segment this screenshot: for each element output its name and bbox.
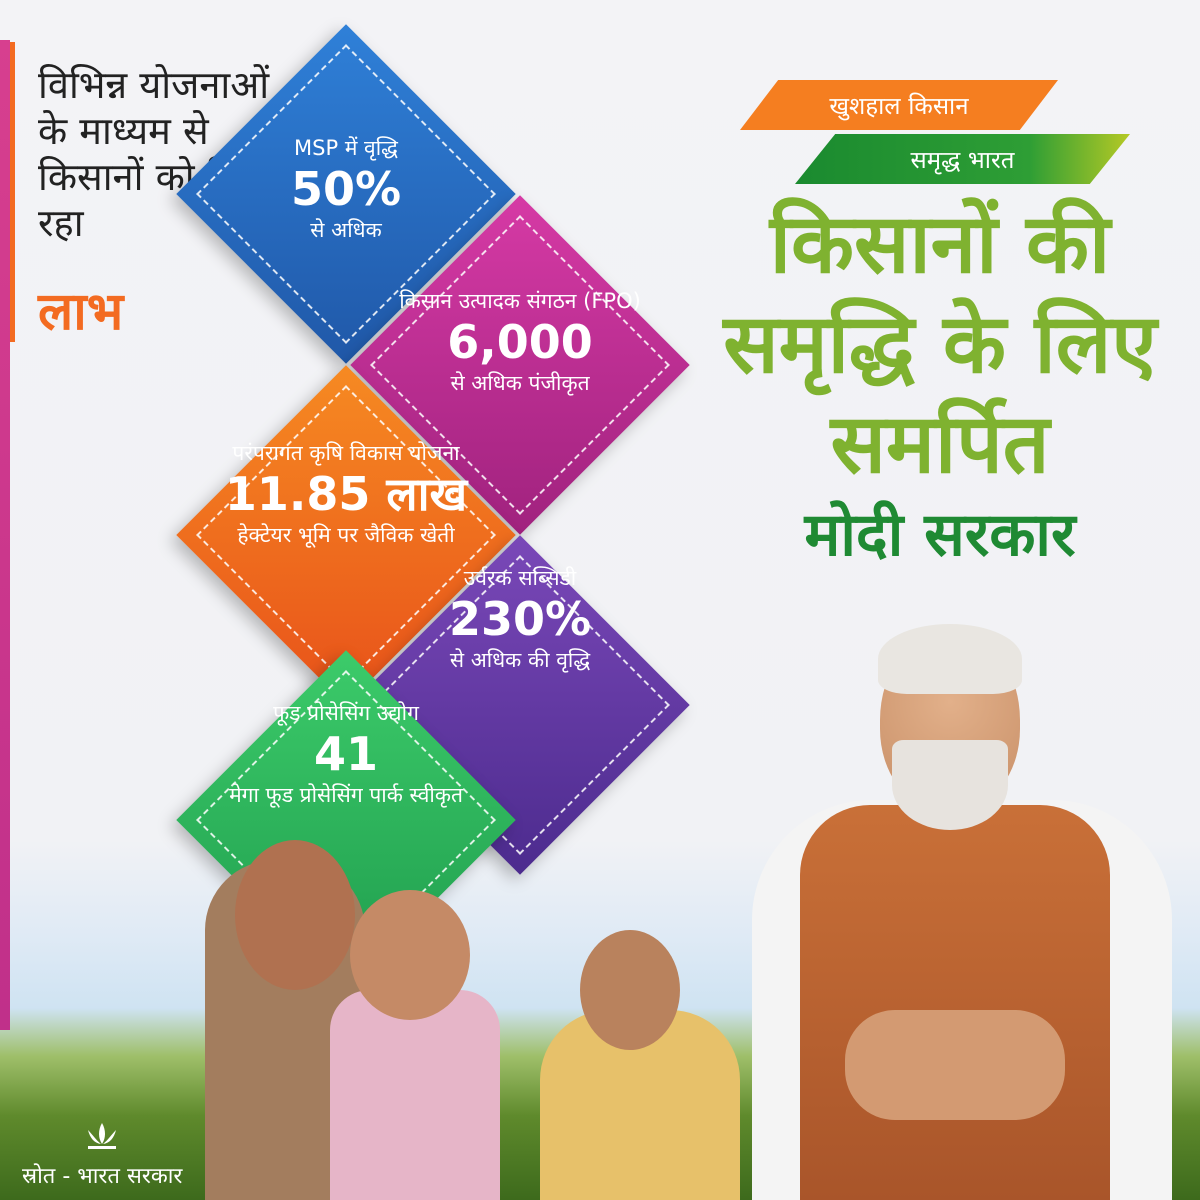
tile-fpo-top: किसान उत्पादक संगठन (FPO) [399, 289, 641, 313]
leader-vest [800, 805, 1110, 1200]
tile-fertilizer: उर्वरक सब्सिडी 230% से अधिक की वृद्धि [390, 565, 650, 673]
tile-fertilizer-value: 230% [448, 592, 592, 646]
tile-msp-value: 50% [290, 162, 402, 216]
tile-msp-top: MSP में वृद्धि [294, 136, 398, 160]
tile-fpo: किसान उत्पादक संगठन (FPO) 6,000 से अधिक … [390, 288, 650, 396]
farmer-man-head [235, 840, 355, 990]
tile-msp-bottom: से अधिक [310, 218, 382, 242]
tile-food-processing-bottom: मेगा फूड प्रोसेसिंग पार्क स्वीकृत [229, 783, 463, 807]
ribbon-saffron: खुशहाल किसान [740, 80, 1058, 130]
girl-head [350, 890, 470, 1020]
source-caption: स्रोत - भारत सरकार [22, 1164, 183, 1189]
headline: किसानों की समृद्धि के लिए समर्पित मोदी स… [715, 195, 1165, 575]
lead-accent-bar [10, 42, 15, 342]
tile-fpo-bottom: से अधिक पंजीकृत [450, 371, 590, 395]
tile-fertilizer-top: उर्वरक सब्सिडी [463, 566, 577, 590]
tile-organic-value: 11.85 लाख [224, 467, 468, 521]
tile-organic: परंपरागत कृषि विकास योजना 11.85 लाख हेक्… [216, 440, 476, 548]
tile-organic-top: परंपरागत कृषि विकास योजना [232, 441, 460, 465]
leader-hands [845, 1010, 1065, 1120]
girl-illustration [330, 990, 500, 1200]
left-accent-bar [0, 40, 10, 1030]
tile-food-processing-top: फूड प्रोसेसिंग उद्योग [273, 701, 419, 725]
tile-organic-bottom: हेक्टेयर भूमि पर जैविक खेती [237, 523, 455, 547]
tile-fertilizer-bottom: से अधिक की वृद्धि [449, 648, 591, 672]
leader-beard [892, 740, 1008, 830]
headline-line2: समृद्धि के लिए [723, 297, 1157, 392]
tile-msp: MSP में वृद्धि 50% से अधिक [216, 135, 476, 243]
lead-highlight: लाभ [38, 282, 124, 342]
headline-line4: मोदी सरकार [804, 500, 1076, 570]
ribbon-green: समृद्ध भारत [795, 134, 1130, 184]
tile-food-processing-value: 41 [313, 727, 378, 781]
lotus-logo-icon [88, 1123, 116, 1149]
headline-line3: समर्पित [830, 397, 1050, 492]
tile-fpo-value: 6,000 [447, 315, 593, 369]
tile-food-processing: फूड प्रोसेसिंग उद्योग 41 मेगा फूड प्रोसे… [216, 700, 476, 808]
leader-hair [878, 624, 1022, 694]
farmer-woman-head [580, 930, 680, 1050]
headline-line1: किसानों की [769, 197, 1111, 292]
